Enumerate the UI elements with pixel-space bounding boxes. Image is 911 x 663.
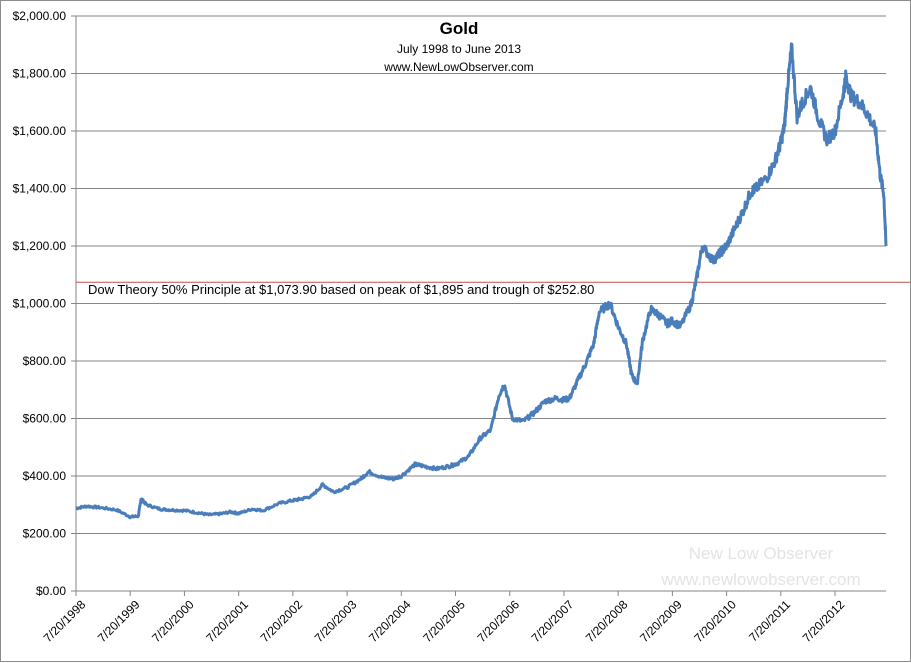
- x-tick-label: 7/20/2007: [529, 597, 577, 645]
- x-tick-label: 7/20/2010: [691, 597, 739, 645]
- x-tick-label: 7/20/1999: [95, 597, 143, 645]
- y-axis-ticks: $0.00 $200.00 $400.00 $600.00 $800.00 $1,000.…: [13, 9, 76, 598]
- y-tick-label: $1,000.00: [13, 297, 67, 311]
- watermark-url: www.newlowobserver.com: [660, 570, 860, 589]
- y-tick-label: $200.00: [23, 527, 67, 541]
- x-tick-label: 7/20/2000: [149, 597, 197, 645]
- y-tick-label: $1,200.00: [13, 239, 67, 253]
- x-tick-label: 7/20/2002: [258, 597, 306, 645]
- x-axis-ticks: 7/20/1998 7/20/1999 7/20/2000 7/20/2001 7/20…: [41, 591, 848, 645]
- y-tick-label: $1,600.00: [13, 124, 67, 138]
- x-tick-label: 7/20/2006: [474, 597, 522, 645]
- y-tick-label: $2,000.00: [13, 9, 67, 23]
- chart-subtitle: July 1998 to June 2013: [397, 42, 521, 56]
- x-tick-label: 7/20/2001: [203, 597, 251, 645]
- gridlines: [76, 15, 886, 534]
- y-tick-label: $0.00: [36, 584, 66, 598]
- x-tick-label: 7/20/2004: [366, 597, 414, 645]
- x-tick-label: 7/20/1998: [41, 597, 89, 645]
- y-tick-label: $1,800.00: [13, 67, 67, 81]
- reference-line-label: Dow Theory 50% Principle at $1,073.90 ba…: [88, 282, 594, 297]
- x-tick-label: 7/20/2012: [800, 597, 848, 645]
- y-tick-label: $800.00: [23, 354, 67, 368]
- x-tick-label: 7/20/2009: [637, 597, 685, 645]
- watermark-title: New Low Observer: [689, 544, 834, 563]
- x-tick-label: 7/20/2005: [420, 597, 468, 645]
- y-tick-label: $1,400.00: [13, 182, 67, 196]
- x-tick-label: 7/20/2008: [583, 597, 631, 645]
- y-tick-label: $400.00: [23, 469, 67, 483]
- chart-source: www.NewLowObserver.com: [383, 60, 533, 74]
- x-tick-label: 7/20/2003: [312, 597, 360, 645]
- y-tick-label: $600.00: [23, 412, 67, 426]
- gold-price-line: [75, 42, 888, 520]
- chart-title: Gold: [440, 19, 479, 38]
- x-tick-label: 7/20/2011: [746, 597, 793, 644]
